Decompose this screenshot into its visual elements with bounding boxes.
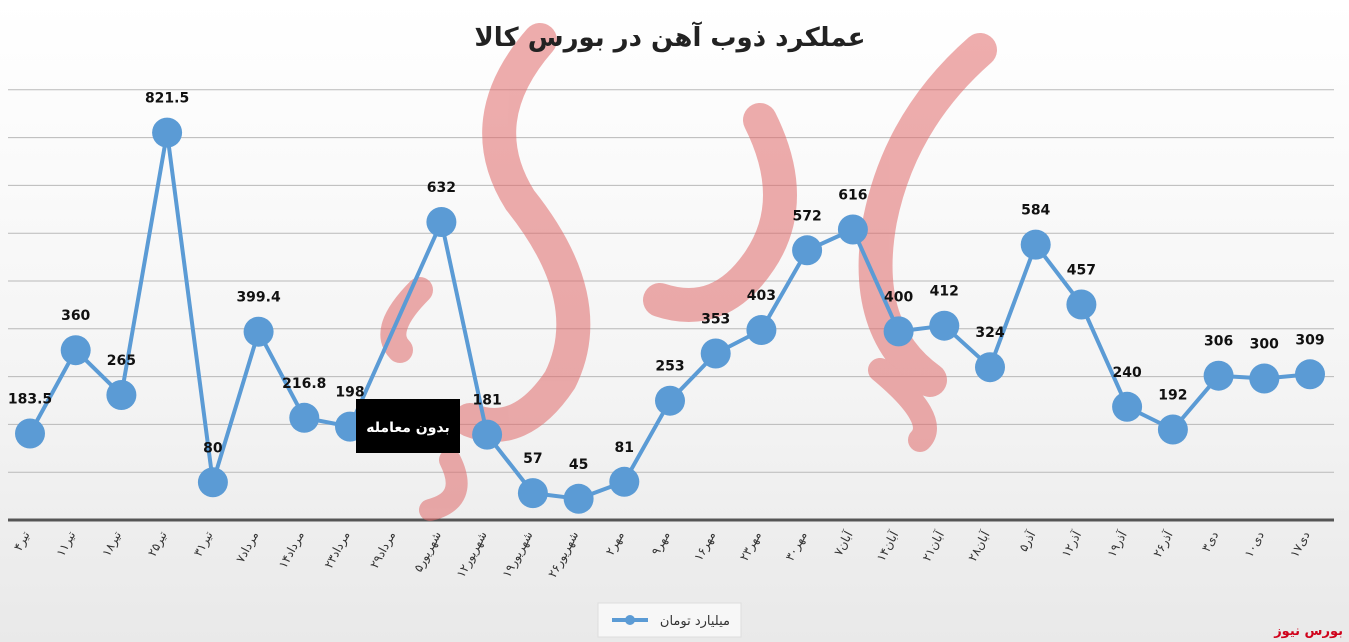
x-tick-label: ۱۹شهریور — [500, 529, 537, 581]
data-label: 821.5 — [145, 91, 189, 107]
data-label: 192 — [1158, 388, 1187, 404]
x-tick-label: ۲۳مرداد — [322, 529, 354, 571]
data-label: 572 — [792, 208, 821, 224]
data-point — [197, 467, 228, 498]
x-tick-label: ۹مهر — [649, 529, 674, 558]
x-tick-labels: ۴تیر ۱۱تیر ۱۸تیر ۲۵تیر ۳۱تیر ۷مرداد ۱۴مرداد ۲۳م… — [11, 528, 1313, 581]
legend-series-name: میلیارد تومان — [660, 614, 730, 629]
x-tick-label: ۲۹مرداد — [367, 529, 399, 571]
data-point — [243, 316, 274, 347]
data-point — [837, 214, 868, 245]
data-point — [1112, 391, 1143, 422]
x-tick-label: ۱۴آبان — [873, 528, 902, 564]
data-point — [1203, 360, 1234, 391]
x-tick-label: ۱۶مهر — [691, 529, 719, 564]
x-tick-label: ۲۸آبان — [964, 528, 993, 564]
data-point — [609, 466, 640, 497]
data-label: 412 — [930, 284, 959, 300]
data-label: 399.4 — [236, 290, 281, 306]
data-label: 80 — [203, 440, 223, 456]
data-label: 198 — [335, 385, 364, 401]
x-tick-label: ۲۳مهر — [737, 529, 765, 564]
data-label: 300 — [1250, 337, 1279, 353]
data-label: 216.8 — [282, 376, 326, 392]
x-tick-label: ۵آذر — [1015, 528, 1039, 555]
data-point — [1295, 359, 1325, 390]
data-label: 403 — [747, 288, 776, 304]
data-label: 253 — [655, 359, 684, 375]
value-labels: 183.5 360 265 821.5 80 399.4 216.8 198 632 181 57 4… — [8, 91, 1325, 473]
data-point — [700, 338, 731, 369]
x-tick-label: ۱۲آذر — [1058, 528, 1085, 560]
data-label: 183.5 — [8, 392, 52, 408]
chart-title: عملکرد ذوب آهن در بورس کالا — [474, 21, 865, 53]
data-point — [152, 117, 183, 148]
data-label: 353 — [701, 312, 730, 328]
watermark-text: بورس نیوز — [1273, 624, 1343, 639]
data-point — [60, 335, 91, 366]
data-point — [929, 310, 960, 341]
data-label: 265 — [107, 353, 136, 369]
data-label: 181 — [472, 393, 501, 409]
x-tick-label: ۱۸تیر — [99, 529, 125, 559]
data-label: 616 — [838, 188, 867, 204]
x-tick-label: ۲۶شهریور — [545, 529, 582, 581]
data-label: 400 — [884, 289, 913, 305]
data-label: 306 — [1204, 334, 1233, 350]
annotation-text: بدون معامله — [366, 420, 450, 436]
data-label: 240 — [1112, 365, 1141, 381]
data-point — [289, 402, 320, 433]
data-point — [15, 418, 45, 449]
data-point — [1020, 229, 1051, 260]
data-point — [1066, 289, 1097, 320]
data-point — [106, 380, 137, 410]
data-point — [975, 352, 1005, 383]
x-tick-label: ۲مهر — [603, 529, 628, 558]
data-label: 309 — [1295, 332, 1324, 348]
x-tick-label: ۴تیر — [11, 529, 34, 554]
x-tick-label: ۱۹آذر — [1104, 528, 1131, 560]
data-label: 457 — [1067, 263, 1096, 279]
x-tick-label: ۲۱آبان — [919, 528, 948, 564]
legend-point-marker — [625, 615, 635, 625]
data-label: 45 — [569, 457, 588, 473]
data-label: 360 — [61, 308, 90, 324]
data-point — [883, 316, 914, 347]
data-label: 584 — [1021, 203, 1050, 219]
x-tick-label: ۱۰دی — [1242, 529, 1267, 560]
data-label: 57 — [523, 451, 542, 467]
data-point — [1249, 363, 1280, 394]
data-point — [1157, 414, 1188, 445]
data-point — [792, 235, 823, 266]
data-point — [746, 315, 777, 345]
series-line-path — [28, 130, 1311, 501]
legend: میلیارد تومان — [597, 602, 742, 638]
data-label: 632 — [427, 180, 456, 196]
x-tick-label: ۳۱تیر — [191, 529, 217, 559]
data-label: 81 — [615, 440, 634, 456]
series-line — [28, 130, 1311, 501]
data-label: 324 — [975, 325, 1004, 341]
x-tick-label: ۷آبان — [830, 528, 856, 558]
x-tick-label: ۷مرداد — [233, 529, 262, 566]
x-tick-label: ۵شهریور — [411, 529, 445, 575]
data-point — [517, 478, 548, 509]
series-points — [15, 117, 1325, 514]
data-point — [472, 419, 503, 450]
x-tick-label: ۱۷دی — [1287, 529, 1312, 560]
data-point — [563, 483, 594, 514]
x-tick-label: ۱۱تیر — [54, 529, 80, 559]
x-tick-label: ۲۵تیر — [145, 529, 171, 559]
data-point — [655, 385, 685, 416]
x-tick-label: ۱۴مرداد — [276, 529, 308, 571]
x-tick-label: ۱۲شهریور — [454, 529, 491, 581]
no-trade-annotation: بدون معامله — [356, 399, 460, 453]
x-tick-label: ۳دی — [1199, 529, 1221, 554]
x-tick-label: ۳۰مهر — [783, 529, 811, 564]
x-tick-label: ۲۶آذر — [1149, 528, 1176, 560]
data-point — [426, 207, 457, 237]
